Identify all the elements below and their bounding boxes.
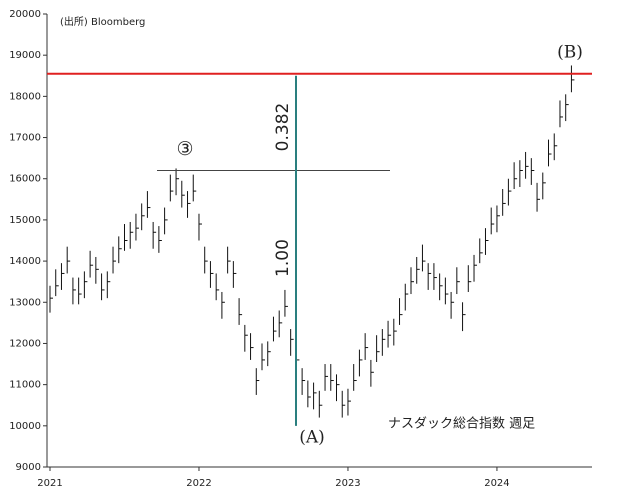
- y-tick-label: 18000: [9, 91, 41, 102]
- label-a: (A): [299, 428, 325, 448]
- y-tick-label: 10000: [9, 421, 41, 432]
- y-tick-label: 17000: [9, 133, 41, 144]
- y-tick-label: 11000: [9, 380, 41, 391]
- x-tick-label: 2024: [484, 478, 509, 489]
- y-tick-label: 12000: [9, 338, 41, 349]
- fib-382: 0.382: [273, 103, 293, 152]
- x-tick-label: 2022: [186, 478, 211, 489]
- y-tick-label: 9000: [16, 462, 41, 473]
- y-tick-label: 20000: [9, 9, 41, 20]
- y-tick-label: 14000: [9, 256, 41, 267]
- chart-label: ナスダック総合指数 週足: [388, 417, 535, 432]
- x-tick-label: 2023: [335, 478, 360, 489]
- y-tick-label: 15000: [9, 215, 41, 226]
- x-tick-label: 2021: [37, 478, 62, 489]
- y-tick-label: 13000: [9, 297, 41, 308]
- y-tick-label: 19000: [9, 50, 41, 61]
- source: (出所) Bloomberg: [60, 15, 145, 28]
- label-b: (B): [557, 43, 583, 63]
- y-tick-label: 16000: [9, 174, 41, 185]
- fib-100: 1.00: [273, 239, 293, 277]
- label-three: ③: [176, 138, 193, 160]
